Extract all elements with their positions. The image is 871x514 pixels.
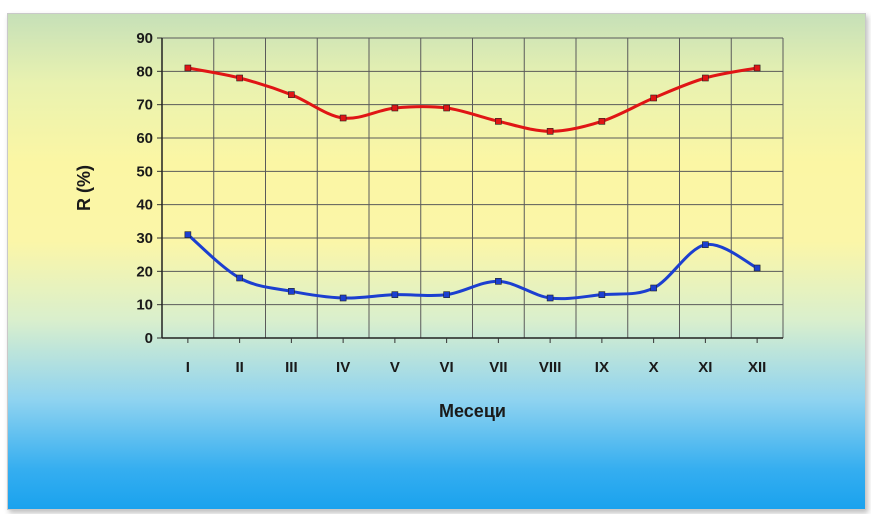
- y-tick-label: 40: [136, 197, 153, 214]
- x-axis-ticks: I II III IV V VI VII VIII IX X XI XII: [186, 359, 767, 376]
- series-lines: [186, 66, 758, 301]
- y-tick-label: 80: [136, 63, 153, 80]
- data-point: [184, 64, 192, 72]
- x-tick-label: X: [649, 359, 659, 376]
- x-tick-label: V: [390, 359, 400, 376]
- data-point: [184, 231, 192, 238]
- y-tick-label: 60: [136, 130, 153, 147]
- chart-panel: 0 10 20 30 40 50 60 70 80 90 I II III IV V VI VII VIII IX…: [7, 13, 866, 510]
- data-point: [702, 74, 709, 82]
- data-point: [546, 294, 554, 302]
- x-tick-label: XI: [698, 359, 712, 376]
- series-line-1: [187, 66, 758, 133]
- x-tick-label: I: [186, 359, 190, 376]
- y-axis-ticks: 0 10 20 30 40 50 60 70 80 90: [136, 30, 153, 347]
- x-tick-label: VI: [440, 359, 454, 376]
- data-point: [702, 241, 709, 248]
- data-point: [391, 291, 399, 298]
- data-point: [236, 274, 243, 282]
- x-tick-label: XII: [748, 359, 766, 376]
- x-tick-label: VIII: [539, 359, 562, 376]
- x-tick-label: VII: [489, 359, 507, 376]
- data-point: [339, 114, 347, 122]
- data-point: [236, 74, 243, 82]
- data-point: [495, 278, 502, 285]
- y-tick-label: 90: [136, 30, 153, 47]
- data-point: [288, 91, 295, 98]
- data-point: [495, 118, 502, 125]
- data-point: [546, 128, 554, 135]
- data-point: [753, 264, 761, 272]
- data-point: [443, 104, 450, 112]
- y-axis-title: R (%): [74, 165, 94, 211]
- x-tick-label: III: [285, 359, 298, 376]
- data-point: [391, 104, 399, 112]
- x-tick-label: IV: [336, 359, 350, 376]
- y-tick-label: 30: [136, 230, 153, 247]
- data-point: [598, 118, 606, 125]
- x-axis-title: Месеци: [439, 401, 506, 421]
- y-tick-label: 70: [136, 97, 153, 114]
- data-point: [288, 288, 295, 295]
- x-tick-label: IX: [595, 359, 609, 376]
- data-point: [443, 291, 450, 298]
- y-tick-label: 20: [136, 263, 153, 280]
- data-point: [650, 284, 657, 292]
- x-tick-label: II: [235, 359, 243, 376]
- data-point: [650, 94, 657, 102]
- series-points: [184, 64, 761, 302]
- data-point: [598, 291, 606, 298]
- data-point: [753, 64, 761, 72]
- data-point: [339, 294, 347, 302]
- axes: [157, 37, 783, 343]
- series-line-2: [186, 233, 758, 301]
- y-tick-label: 50: [136, 163, 153, 180]
- y-tick-label: 0: [145, 330, 153, 347]
- y-tick-label: 10: [136, 297, 153, 314]
